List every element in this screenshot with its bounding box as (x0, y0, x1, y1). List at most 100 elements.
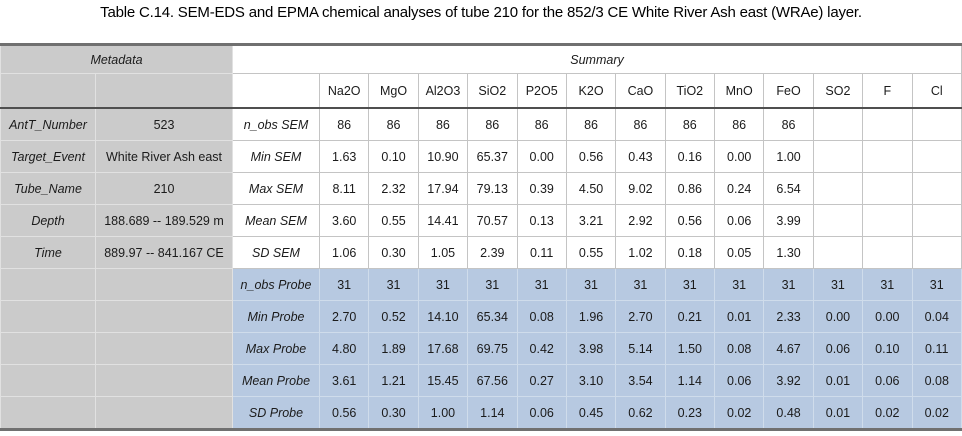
stat-value-cell: 0.42 (516, 332, 567, 365)
stat-value-cell: 0.62 (615, 396, 666, 430)
stat-value-cell: 86 (615, 107, 666, 141)
stat-value-cell: 0.02 (911, 396, 962, 430)
table-row: Target_Event White River Ash east Min SEM 1… (0, 140, 962, 173)
stat-row-label: SD SEM (232, 236, 320, 269)
stat-value-cell: 0.86 (664, 172, 716, 205)
stat-value-cell: 4.67 (763, 332, 814, 365)
stat-row-label: SD Probe (232, 396, 320, 430)
stat-value-cell: 0.30 (368, 396, 419, 430)
stat-value-cell: 1.96 (565, 300, 617, 333)
stat-value-cell: 10.90 (417, 140, 469, 173)
stat-value-cell (862, 140, 913, 173)
stat-value-cell: 86 (713, 107, 765, 141)
stat-value-cell: 0.00 (812, 300, 864, 333)
section-header-row: Metadata Summary (0, 44, 962, 74)
metadata-value: 889.97 -- 841.167 CE (95, 236, 233, 269)
stat-value-cell: 0.06 (713, 204, 765, 237)
stat-value-cell: 0.11 (911, 332, 962, 365)
table-row: Tube_Name 210 Max SEM 8.11 2.32 17.94 79.13 0.3… (0, 172, 962, 205)
stat-value-cell: 1.14 (664, 364, 716, 397)
stat-value-cell: 1.14 (467, 396, 518, 430)
stat-value-cell: 69.75 (467, 332, 518, 365)
stat-value-cell: 0.06 (516, 396, 567, 430)
stat-value-cell: 3.92 (763, 364, 814, 397)
metadata-label (0, 396, 96, 430)
stat-value-cell (812, 140, 864, 173)
stat-value-cell: 86 (368, 107, 419, 141)
column-header-oxide: SiO2 (467, 73, 518, 109)
column-header-oxide: Cl (911, 73, 962, 109)
stat-row-label: Min Probe (232, 300, 320, 333)
stat-value-cell: 0.08 (516, 300, 567, 333)
stat-value-cell: 1.00 (417, 396, 469, 430)
metadata-label (0, 364, 96, 397)
stat-value-cell: 4.80 (318, 332, 370, 365)
stat-value-cell: 2.92 (615, 204, 666, 237)
stat-value-cell: 86 (565, 107, 617, 141)
table-row: SD Probe 0.56 0.30 1.00 1.14 0.06 0.45 0.62 0.23… (0, 396, 962, 430)
column-header-oxide: TiO2 (664, 73, 716, 109)
stat-value-cell: 0.01 (713, 300, 765, 333)
stat-value-cell (862, 172, 913, 205)
column-header-oxide: Na2O (318, 73, 370, 109)
stat-value-cell: 0.04 (911, 300, 962, 333)
table-row: Min Probe 2.70 0.52 14.10 65.34 0.08 1.96 2.70 0… (0, 300, 962, 333)
summary-header: Summary (232, 44, 962, 74)
column-header-oxide: MgO (368, 73, 419, 109)
stat-value-cell: 17.94 (417, 172, 469, 205)
stat-value-cell: 17.68 (417, 332, 469, 365)
stat-value-cell: 0.23 (664, 396, 716, 430)
metadata-label (0, 300, 96, 333)
stat-value-cell (911, 107, 962, 141)
stat-value-cell: 1.30 (763, 236, 814, 269)
stat-row-label: Max SEM (232, 172, 320, 205)
stat-value-cell: 86 (318, 107, 370, 141)
metadata-value (95, 364, 233, 397)
stat-value-cell: 2.70 (615, 300, 666, 333)
stat-value-cell: 0.05 (713, 236, 765, 269)
table-row: Mean Probe 3.61 1.21 15.45 67.56 0.27 3.10 3.54… (0, 364, 962, 397)
stat-value-cell: 0.13 (516, 204, 567, 237)
metadata-label: Depth (0, 204, 96, 237)
stat-value-cell: 86 (417, 107, 469, 141)
stat-value-cell: 0.01 (812, 364, 864, 397)
stat-value-cell: 0.02 (862, 396, 913, 430)
stat-value-cell: 3.98 (565, 332, 617, 365)
table-caption: Table C.14. SEM-EDS and EPMA chemical an… (100, 4, 862, 21)
stat-value-cell (812, 172, 864, 205)
stat-value-cell: 0.55 (565, 236, 617, 269)
table-row: Depth 188.689 -- 189.529 m Mean SEM 3.60 0.5… (0, 204, 962, 237)
stat-value-cell: 2.33 (763, 300, 814, 333)
stat-value-cell: 3.60 (318, 204, 370, 237)
stat-value-cell: 0.30 (368, 236, 419, 269)
stat-value-cell: 1.00 (763, 140, 814, 173)
stat-value-cell (862, 204, 913, 237)
stat-value-cell: 0.52 (368, 300, 419, 333)
stat-value-cell: 86 (516, 107, 567, 141)
stat-value-cell: 0.55 (368, 204, 419, 237)
stat-label-header-spacer (232, 73, 320, 109)
stat-value-cell: 0.18 (664, 236, 716, 269)
table-row: Time 889.97 -- 841.167 CE SD SEM 1.06 0.30 1.… (0, 236, 962, 269)
stat-value-cell: 31 (763, 268, 814, 301)
stat-value-cell (812, 204, 864, 237)
stat-row-label: Min SEM (232, 140, 320, 173)
stat-value-cell: 0.00 (516, 140, 567, 173)
stat-value-cell: 14.10 (417, 300, 469, 333)
stat-value-cell: 67.56 (467, 364, 518, 397)
stat-value-cell (911, 140, 962, 173)
stat-value-cell (862, 107, 913, 141)
column-header-row: Na2O MgO Al2O3 SiO2 P2O5 K2O CaO TiO2 MnO FeO SO2 F… (0, 73, 962, 109)
stat-value-cell: 31 (664, 268, 716, 301)
table-row: Max Probe 4.80 1.89 17.68 69.75 0.42 3.98 5.14 1… (0, 332, 962, 365)
stat-value-cell: 31 (565, 268, 617, 301)
stat-row-label: Mean SEM (232, 204, 320, 237)
column-header-oxide: MnO (713, 73, 765, 109)
stat-value-cell: 0.21 (664, 300, 716, 333)
metadata-header: Metadata (0, 44, 233, 74)
stat-value-cell: 1.50 (664, 332, 716, 365)
metadata-label (0, 268, 96, 301)
table-row: n_obs Probe 31 31 31 31 31 31 31 31 31 31 31 31 31 (0, 268, 962, 301)
stat-value-cell: 0.56 (664, 204, 716, 237)
